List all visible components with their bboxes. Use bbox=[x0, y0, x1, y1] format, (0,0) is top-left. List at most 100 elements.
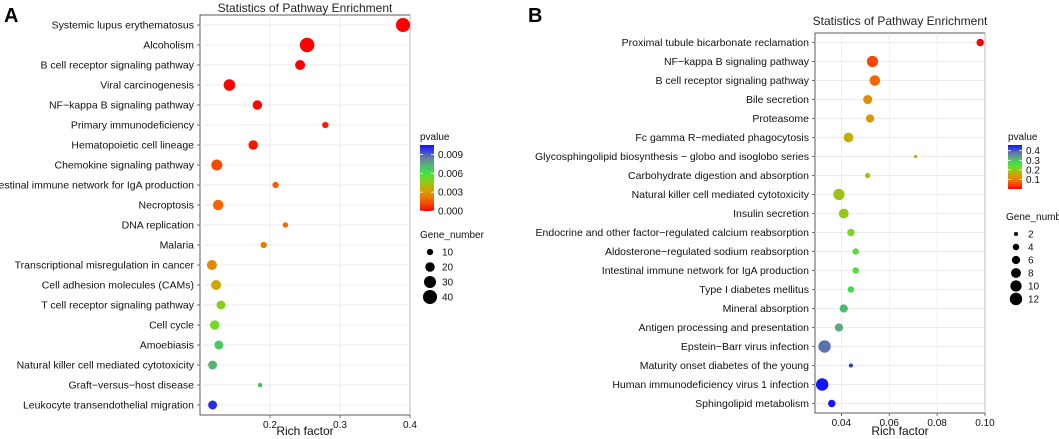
data-point bbox=[208, 400, 218, 410]
x-tick-label: 0.3 bbox=[333, 420, 347, 431]
data-point bbox=[818, 340, 831, 353]
x-axis-label: Rich factor bbox=[871, 424, 928, 438]
grid-lines bbox=[200, 15, 411, 415]
data-point bbox=[223, 79, 236, 91]
y-tick-label: Systemic lupus erythematosus bbox=[52, 20, 194, 32]
legend-gene-label: 6 bbox=[1028, 256, 1034, 267]
legend-colorbar bbox=[420, 145, 434, 211]
data-point bbox=[206, 259, 217, 271]
data-point bbox=[257, 382, 263, 388]
y-tick-label: Maturity onset diabetes of the young bbox=[640, 360, 809, 372]
x-tick-label: 0.10 bbox=[975, 418, 995, 429]
chart-title: Statistics of Pathway Enrichment bbox=[813, 14, 988, 28]
legend-pvalue-label: 0.4 bbox=[1026, 146, 1040, 157]
data-point bbox=[211, 279, 222, 291]
legend-gene-label: 10 bbox=[442, 248, 454, 259]
data-point bbox=[839, 304, 848, 313]
data-point bbox=[866, 55, 879, 68]
y-tick-label: Fc gamma R−mediated phagocytosis bbox=[635, 132, 809, 144]
legend-gene-label: 40 bbox=[442, 293, 454, 304]
legend-gene-label: 30 bbox=[442, 278, 454, 289]
y-tick-label: Chemokine signaling pathway bbox=[55, 160, 195, 172]
legend-pvalue-label: 0.3 bbox=[1026, 156, 1040, 167]
y-tick-label: Viral carcinogenesis bbox=[100, 80, 194, 92]
y-tick-label: Natural killer cell mediated cytotoxicit… bbox=[632, 189, 810, 201]
y-tick-label: Graft−versus−host disease bbox=[69, 380, 195, 392]
y-tick-label: Insulin secretion bbox=[733, 208, 809, 220]
y-tick-label: Malaria bbox=[160, 240, 195, 252]
data-point bbox=[299, 37, 315, 53]
data-point bbox=[847, 286, 855, 293]
y-tick-label: NF−kappa B signaling pathway bbox=[49, 100, 195, 112]
data-point bbox=[843, 132, 854, 143]
chart-title: Statistics of Pathway Enrichment bbox=[218, 1, 393, 15]
y-tick-label: Transcriptional misregulation in cancer bbox=[15, 260, 195, 272]
y-tick-label: Cell adhesion molecules (CAMs) bbox=[42, 280, 194, 292]
data-point bbox=[865, 114, 875, 123]
legend-gene-label: 4 bbox=[1028, 243, 1034, 254]
y-tick-label: T cell receptor signaling pathway bbox=[41, 300, 194, 312]
y-tick-label: Mineral absorption bbox=[723, 303, 810, 315]
legend-pvalue-label: 0.006 bbox=[438, 169, 463, 180]
y-tick-label: Bile secretion bbox=[746, 94, 809, 106]
y-tick-label: Intestinal immune network for IgA produc… bbox=[602, 265, 809, 277]
data-point bbox=[815, 378, 829, 391]
y-tick-label: Aldosterone−regulated sodium reabsorptio… bbox=[605, 246, 809, 258]
y-tick-label: Proximal tubule bicarbonate reclamation bbox=[622, 37, 810, 49]
y-tick-label: Epstein−Barr virus infection bbox=[681, 341, 809, 353]
panel-letter: A bbox=[4, 5, 18, 27]
data-point bbox=[869, 75, 881, 86]
data-point bbox=[248, 140, 258, 150]
legend-size-dot bbox=[1010, 280, 1022, 292]
data-point bbox=[295, 59, 306, 71]
data-point bbox=[976, 38, 984, 47]
legend-size-dot bbox=[1009, 292, 1023, 306]
data-point bbox=[852, 267, 859, 274]
legend-size-dot bbox=[1011, 255, 1021, 265]
data-point bbox=[395, 17, 411, 33]
data-point bbox=[847, 228, 855, 237]
y-tick-label: DNA replication bbox=[122, 220, 195, 232]
legend-pvalue-label: 0.000 bbox=[438, 207, 463, 218]
data-point bbox=[863, 94, 873, 105]
data-point bbox=[834, 323, 844, 332]
legend-size-dot bbox=[426, 248, 434, 256]
legend-gene-title: Gene_number bbox=[1006, 212, 1059, 223]
y-tick-label: Amoebiasis bbox=[140, 340, 194, 352]
y-tick-label: Carbohydrate digestion and absorption bbox=[628, 170, 809, 182]
data-point bbox=[272, 181, 279, 189]
data-point bbox=[864, 172, 871, 179]
y-tick-label: Endocrine and other factor−regulated cal… bbox=[536, 227, 810, 239]
y-tick-label: Glycosphingolipid biosynthesis − globo a… bbox=[535, 151, 809, 163]
data-point bbox=[838, 208, 849, 219]
y-tick-label: Leukocyte transendothelial migration bbox=[23, 400, 194, 412]
legend-gene-label: 10 bbox=[1028, 282, 1040, 293]
plot-area bbox=[814, 32, 986, 414]
x-tick-label: 0.08 bbox=[927, 418, 947, 429]
legend-pvalue-label: 0.2 bbox=[1026, 165, 1040, 176]
y-tick-label: Alcoholism bbox=[143, 40, 194, 52]
data-point bbox=[848, 363, 853, 368]
legend-colorbar bbox=[1008, 145, 1022, 189]
y-tick-label: Proteasome bbox=[752, 113, 809, 125]
y-tick-label: B cell receptor signaling pathway bbox=[40, 60, 194, 72]
legend-pvalue-title: pvalue bbox=[420, 132, 450, 143]
y-tick-label: Cell cycle bbox=[149, 320, 194, 332]
y-tick-label: Primary immunodeficiency bbox=[71, 120, 195, 132]
legend-pvalue-label: 0.003 bbox=[438, 188, 463, 199]
legend-size-dot bbox=[425, 262, 435, 272]
y-tick-label: Antigen processing and presentation bbox=[639, 322, 810, 334]
chart-panel-a: A Statistics of Pathway Enrichment Systemi… bbox=[0, 1, 485, 438]
data-point bbox=[260, 241, 267, 249]
legend-size-dot bbox=[1013, 231, 1019, 237]
y-tick-label: B cell receptor signaling pathway bbox=[655, 75, 809, 87]
legend-gene-title: Gene_number bbox=[420, 230, 485, 241]
panel-letter: B bbox=[528, 5, 542, 27]
y-tick-label: Sphingolipid metabolism bbox=[695, 398, 809, 410]
x-tick-label: 0.04 bbox=[832, 418, 852, 429]
legend-pvalue-label: 0.1 bbox=[1026, 175, 1040, 186]
data-point bbox=[252, 100, 263, 110]
x-axis-label: Rich factor bbox=[276, 424, 333, 438]
x-tick-label: 0.2 bbox=[263, 420, 277, 431]
x-tick-label: 0.06 bbox=[879, 418, 899, 429]
